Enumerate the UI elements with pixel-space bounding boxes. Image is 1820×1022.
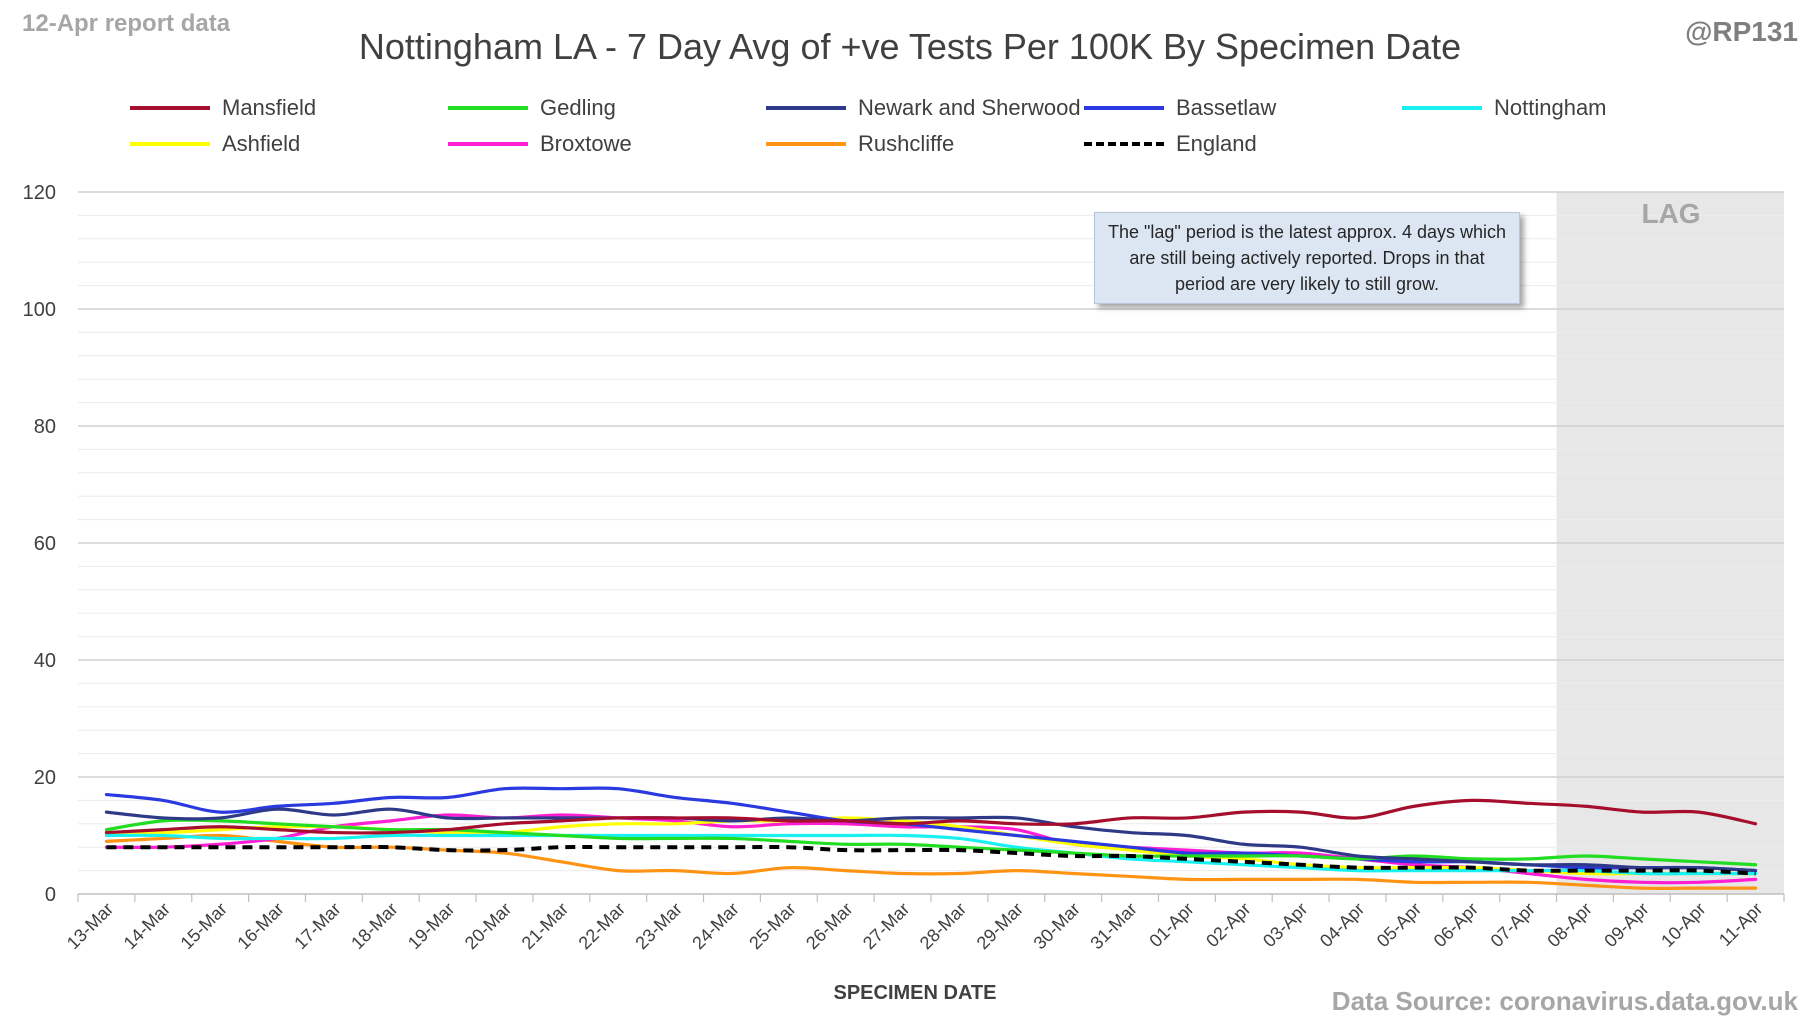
legend-label: England [1176, 131, 1257, 156]
y-tick-label: 40 [34, 650, 56, 672]
legend-label: Mansfield [222, 95, 317, 120]
y-tick-label: 20 [34, 767, 56, 789]
x-tick-label: 04-Apr [1316, 899, 1368, 951]
x-tick-label: 05-Apr [1373, 899, 1425, 951]
legend-item: Mansfield [130, 92, 316, 124]
legend-label: Rushcliffe [858, 131, 955, 156]
series-line-newark-and-sherwood [104, 807, 1758, 873]
x-tick-label: 13-Mar [63, 899, 117, 953]
y-tick-label: 0 [45, 884, 56, 906]
legend-swatch [1084, 142, 1164, 146]
legend-label: Newark and Sherwood [858, 95, 1081, 120]
legend-swatch [766, 106, 846, 110]
report-date-label: 12-Apr report data [22, 10, 231, 37]
data-source-label: Data Source: coronavirus.data.gov.uk [1331, 986, 1798, 1016]
series-line-gedling [104, 818, 1758, 867]
legend-swatch [1084, 106, 1164, 110]
series-line-nottingham [104, 833, 1758, 876]
series-line-england [106, 844, 1756, 876]
legend-label: Gedling [540, 95, 616, 120]
legend-item: Newark and Sherwood [766, 92, 1081, 124]
x-tick-label: 11-Apr [1715, 899, 1766, 950]
legend-label: Ashfield [222, 131, 301, 156]
legend-swatch [766, 142, 846, 146]
chart-title: Nottingham LA - 7 Day Avg of +ve Tests P… [358, 26, 1462, 67]
x-axis-title: SPECIMEN DATE [833, 982, 997, 1004]
legend-item: England [1084, 128, 1257, 160]
x-tick-label: 14-Mar [120, 899, 174, 953]
legend-item: Gedling [448, 92, 616, 124]
x-tick-label: 31-Mar [1086, 899, 1140, 953]
legend-label: Bassetlaw [1176, 95, 1277, 120]
y-tick-label: 120 [23, 182, 56, 204]
x-tick-label: 16-Mar [233, 899, 287, 953]
x-tick-label: 15-Mar [177, 899, 231, 953]
legend-swatch [448, 142, 528, 146]
author-handle: @RP131 [1685, 16, 1798, 47]
series-line-mansfield [104, 798, 1758, 835]
x-tick-label: 22-Mar [575, 899, 629, 953]
x-tick-label: 08-Apr [1543, 899, 1595, 951]
y-tick-label: 80 [34, 416, 56, 438]
legend-item: Rushcliffe [766, 128, 954, 160]
x-tick-label: 18-Mar [347, 899, 401, 953]
x-tick-label: 23-Mar [631, 899, 685, 953]
x-tick-label: 20-Mar [461, 899, 515, 953]
x-tick-label: 30-Mar [1030, 899, 1084, 953]
chart-legend: Mansfield Gedling Newark and Sherwood Basse… [130, 92, 1730, 162]
x-tick-label: 25-Mar [745, 899, 799, 953]
x-tick-label: 19-Mar [404, 899, 458, 953]
x-tick-label: 10-Apr [1657, 899, 1709, 951]
legend-label: Broxtowe [540, 131, 632, 156]
legend-swatch [130, 106, 210, 110]
legend-item: Bassetlaw [1084, 92, 1276, 124]
x-tick-label: 21-Mar [518, 899, 572, 953]
x-tick-label: 27-Mar [859, 899, 913, 953]
legend-item: Nottingham [1402, 92, 1607, 124]
legend-swatch [130, 142, 210, 146]
x-tick-label: 17-Mar [290, 899, 344, 953]
series-line-rushcliffe [104, 833, 1758, 890]
y-tick-label: 60 [34, 533, 56, 555]
legend-item: Ashfield [130, 128, 300, 160]
x-tick-label: 24-Mar [688, 899, 742, 953]
y-tick-label: 100 [23, 299, 56, 321]
x-tick-label: 09-Apr [1600, 899, 1652, 951]
x-tick-label: 07-Apr [1487, 899, 1539, 951]
legend-swatch [1402, 106, 1482, 110]
x-tick-label: 29-Mar [973, 899, 1027, 953]
legend-label: Nottingham [1494, 95, 1607, 120]
x-tick-label: 03-Apr [1259, 899, 1311, 951]
x-tick-label: 01-Apr [1145, 899, 1197, 951]
x-tick-label: 06-Apr [1430, 899, 1482, 951]
legend-item: Broxtowe [448, 128, 632, 160]
legend-swatch [448, 106, 528, 110]
lag-note-box: The "lag" period is the latest approx. 4… [1094, 212, 1520, 304]
x-tick-label: 26-Mar [802, 899, 856, 953]
x-tick-label: 28-Mar [916, 899, 970, 953]
x-tick-label: 02-Apr [1202, 899, 1254, 951]
lag-region-label: LAG [1641, 198, 1701, 229]
